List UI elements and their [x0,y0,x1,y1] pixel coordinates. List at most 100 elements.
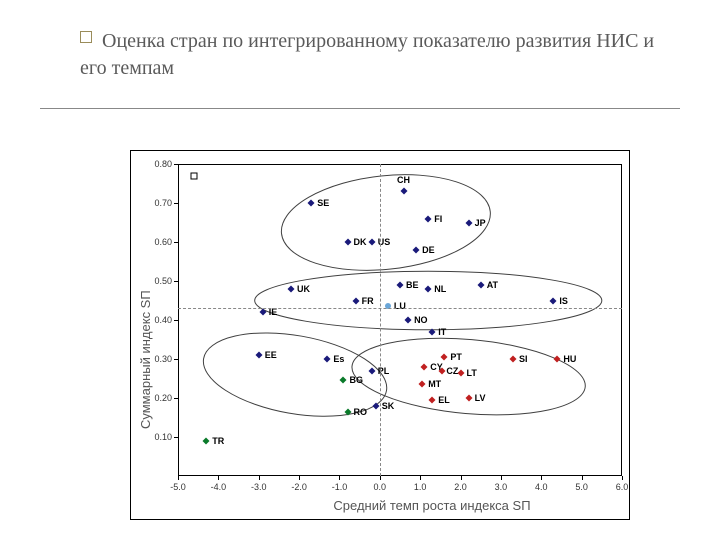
point-label: MT [428,379,441,389]
diamond-icon [510,356,517,363]
point-label: AT [487,280,498,290]
xtick-label: -4.0 [211,482,227,492]
diamond-icon [441,354,448,361]
point-CH [401,188,408,195]
diamond-icon [425,215,432,222]
point-HU [554,356,561,363]
point-AT [477,281,484,288]
ytick-label: 0.70 [148,198,172,208]
diamond-icon [203,437,210,444]
point-label: CH [397,175,410,185]
diamond-icon [324,356,331,363]
x-axis-label: Средний темп роста индекса SП [333,498,530,513]
diamond-icon [465,219,472,226]
xtick-label: 6.0 [616,482,629,492]
slide-title-block: Оценка стран по интегрированному показат… [80,28,660,82]
point-IE [259,309,266,316]
diamond-icon [401,188,408,195]
point-TR [203,437,210,444]
diamond-icon [308,200,315,207]
point-FI [425,215,432,222]
ytick [174,242,178,243]
diamond-icon [191,172,198,179]
vline-zero [380,164,381,476]
diamond-icon [421,363,428,370]
title-bullet-icon [80,31,92,43]
point-label: SE [317,198,329,208]
point-RO [344,408,351,415]
ytick [174,437,178,438]
ytick-label: 0.30 [148,354,172,364]
ytick-label: 0.40 [148,315,172,325]
ytick-label: 0.50 [148,276,172,286]
diamond-icon [425,285,432,292]
diamond-icon [368,239,375,246]
xtick [380,476,381,480]
point-blank [191,172,198,179]
diamond-icon [439,367,446,374]
diamond-icon [429,396,436,403]
point-BG [340,377,347,384]
scatter-chart: CHSEFIJPDKUSDEBENLATUKFRISLUIENOITEEEsPL… [130,150,630,520]
point-IT [429,328,436,335]
point-BE [397,281,404,288]
ytick [174,320,178,321]
diamond-icon [465,395,472,402]
xtick-label: 4.0 [535,482,548,492]
point-LT [457,369,464,376]
point-US [368,239,375,246]
point-label: DK [354,237,367,247]
diamond-icon [372,402,379,409]
ytick-label: 0.60 [148,237,172,247]
diamond-icon [550,297,557,304]
diamond-icon [344,408,351,415]
point-label: LU [394,301,406,311]
cluster-ellipse [277,165,496,280]
point-EE [255,352,262,359]
title-divider [40,108,680,109]
diamond-icon [259,309,266,316]
xtick-label: -2.0 [291,482,307,492]
ytick-label: 0.10 [148,432,172,442]
ytick [174,281,178,282]
xtick-label: -5.0 [170,482,186,492]
point-label: UK [297,284,310,294]
slide: Оценка стран по интегрированному показат… [0,0,720,540]
point-label: LV [475,393,486,403]
diamond-icon [413,246,420,253]
xtick-label: 2.0 [454,482,467,492]
xtick-label: -3.0 [251,482,267,492]
point-label: IT [438,327,446,337]
point-Es [324,356,331,363]
point-label: LT [467,368,477,378]
diamond-icon [419,381,426,388]
point-NL [425,285,432,292]
point-LV [465,395,472,402]
xtick [299,476,300,480]
point-UK [288,285,295,292]
point-label: TR [212,436,224,446]
point-label: EE [265,350,277,360]
xtick [501,476,502,480]
point-label: NL [434,284,446,294]
point-label: SK [382,401,395,411]
xtick-label: 3.0 [495,482,508,492]
xtick [461,476,462,480]
xtick [339,476,340,480]
diamond-icon [405,317,412,324]
ytick [174,203,178,204]
xtick [420,476,421,480]
diamond-icon [368,367,375,374]
slide-title: Оценка стран по интегрированному показат… [80,30,654,79]
diamond-icon [255,352,262,359]
xtick [259,476,260,480]
point-SI [510,356,517,363]
point-CY [421,363,428,370]
point-SK [372,402,379,409]
hline-mean [178,308,622,309]
diamond-icon [457,369,464,376]
point-label: Es [333,354,344,364]
point-PT [441,354,448,361]
diamond-icon [288,285,295,292]
point-label: BG [349,375,363,385]
